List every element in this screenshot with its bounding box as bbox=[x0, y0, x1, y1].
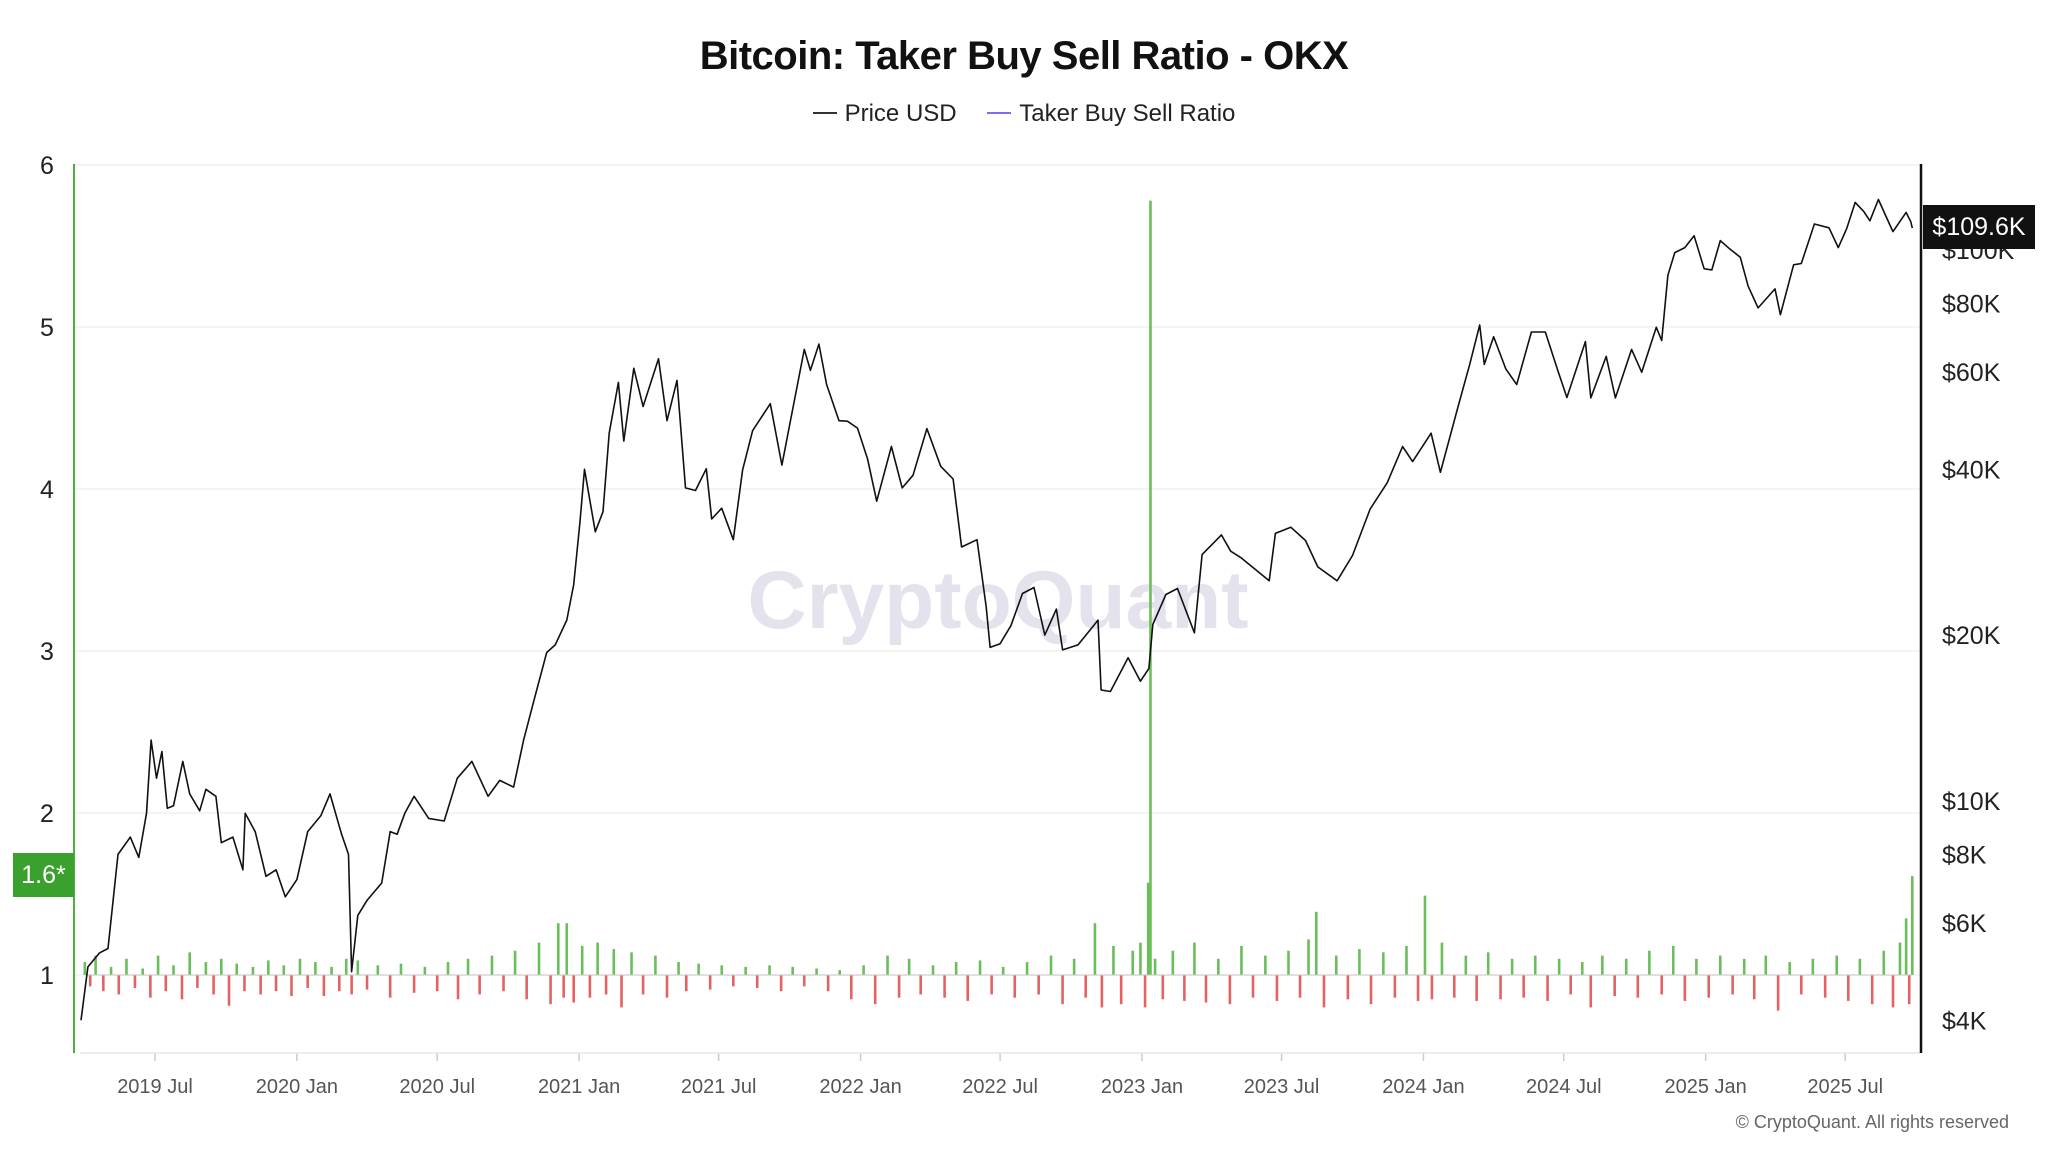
legend-label-price: Price USD bbox=[844, 100, 957, 127]
right-tick-label: $20K bbox=[1942, 622, 2001, 650]
ratio-swatch-icon bbox=[987, 111, 1012, 114]
right-tick-label: $10K bbox=[1942, 788, 2001, 816]
x-tick-label: 2022 Jan bbox=[819, 1076, 901, 1098]
legend-item-price[interactable]: Price USD bbox=[812, 100, 957, 128]
x-tick-label: 2021 Jul bbox=[681, 1076, 757, 1098]
x-tick-label: 2024 Jul bbox=[1526, 1076, 1602, 1098]
right-tick-label: $6K bbox=[1942, 910, 1987, 938]
price-line bbox=[80, 198, 1914, 1021]
left-tick-label: 5 bbox=[40, 314, 54, 342]
right-tick-label: $40K bbox=[1942, 456, 2001, 484]
chart-title: Bitcoin: Taker Buy Sell Ratio - OKX bbox=[699, 34, 1349, 78]
legend: Price USD Taker Buy Sell Ratio bbox=[0, 100, 2048, 128]
x-tick-label: 2022 Jul bbox=[962, 1076, 1038, 1098]
x-tick-label: 2025 Jul bbox=[1807, 1076, 1883, 1098]
x-tick-label: 2023 Jul bbox=[1244, 1076, 1320, 1098]
left-tick-label: 4 bbox=[40, 476, 54, 504]
current-price-label: $109.6K bbox=[1923, 205, 2035, 249]
copyright: © CryptoQuant. All rights reserved bbox=[1735, 1112, 2009, 1132]
x-tick-label: 2021 Jan bbox=[538, 1076, 620, 1098]
x-tick-label: 2020 Jul bbox=[399, 1076, 475, 1098]
right-tick-label: $60K bbox=[1942, 359, 2001, 387]
current-ratio-label: 1.6* bbox=[13, 853, 74, 897]
x-tick-label: 2023 Jan bbox=[1101, 1076, 1183, 1098]
right-tick-label: $4K bbox=[1942, 1007, 1987, 1035]
legend-label-ratio: Taker Buy Sell Ratio bbox=[1019, 100, 1236, 127]
left-tick-label: 1 bbox=[40, 962, 54, 990]
left-tick-label: 3 bbox=[40, 638, 54, 666]
right-tick-label: $8K bbox=[1942, 841, 1987, 869]
right-tick-label: $80K bbox=[1942, 290, 2001, 318]
watermark: CryptoQuant bbox=[747, 555, 1248, 646]
x-tick-label: 2025 Jan bbox=[1665, 1076, 1747, 1098]
left-tick-label: 6 bbox=[40, 152, 54, 180]
x-tick-label: 2019 Jul bbox=[117, 1076, 193, 1098]
x-tick-label: 2024 Jan bbox=[1382, 1076, 1464, 1098]
price-swatch-icon bbox=[812, 111, 837, 114]
x-tick-label: 2020 Jan bbox=[256, 1076, 338, 1098]
legend-item-ratio[interactable]: Taker Buy Sell Ratio bbox=[987, 100, 1235, 128]
left-tick-label: 2 bbox=[40, 800, 54, 828]
